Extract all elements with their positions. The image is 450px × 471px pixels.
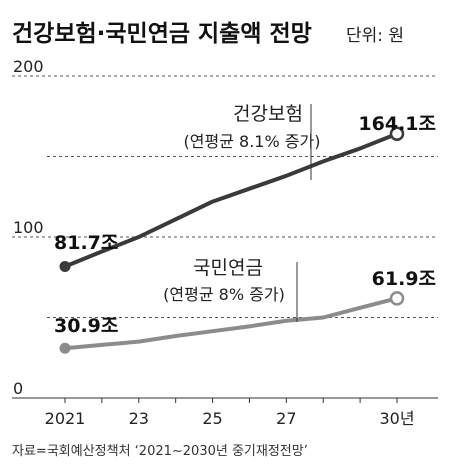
x-tick-label: 27	[276, 409, 296, 428]
y-tick-label: 200	[13, 57, 44, 76]
data-label-pension-end: 61.9조	[372, 268, 436, 290]
data-label-health-start: 81.7조	[54, 232, 118, 254]
chart-title: 건강보험·국민연금 지출액 전망	[12, 21, 312, 47]
unit-note: 단위: 원	[346, 26, 404, 46]
chart-labels: 건강보험 (연평균 8.1% 증가) 국민연금 (연평균 8% 증가) 81.7조 164…	[54, 103, 436, 337]
series-start-point	[59, 342, 71, 354]
series-name-health: 건강보험	[233, 103, 303, 125]
series-end-point	[389, 126, 405, 142]
data-label-health-end: 164.1조	[358, 113, 436, 135]
x-tick-label: 25	[202, 409, 222, 428]
series-name-pension: 국민연금	[193, 257, 263, 279]
series-lines	[59, 126, 405, 354]
series-start-point	[59, 260, 71, 272]
y-tick-label: 0	[13, 379, 23, 398]
data-label-pension-start: 30.9조	[54, 315, 118, 337]
series-end-point	[389, 291, 405, 306]
x-tick-label: 30년	[379, 409, 414, 428]
gridlines: 0 100 200	[12, 57, 438, 398]
series-note-health: (연평균 8.1% 증가)	[184, 132, 321, 151]
series-note-pension: (연평균 8% 증가)	[163, 285, 285, 304]
x-tick-label: 2021	[45, 409, 86, 428]
x-tick-label: 23	[129, 409, 149, 428]
x-axis: 2021 23 25 27 30년	[12, 397, 438, 428]
y-tick-label: 100	[13, 218, 44, 237]
series-line-pension	[63, 296, 399, 351]
source-note: 자료=국회예산정책처 ‘2021~2030년 중기재정전망’	[12, 444, 308, 459]
series-line-health	[63, 131, 399, 269]
